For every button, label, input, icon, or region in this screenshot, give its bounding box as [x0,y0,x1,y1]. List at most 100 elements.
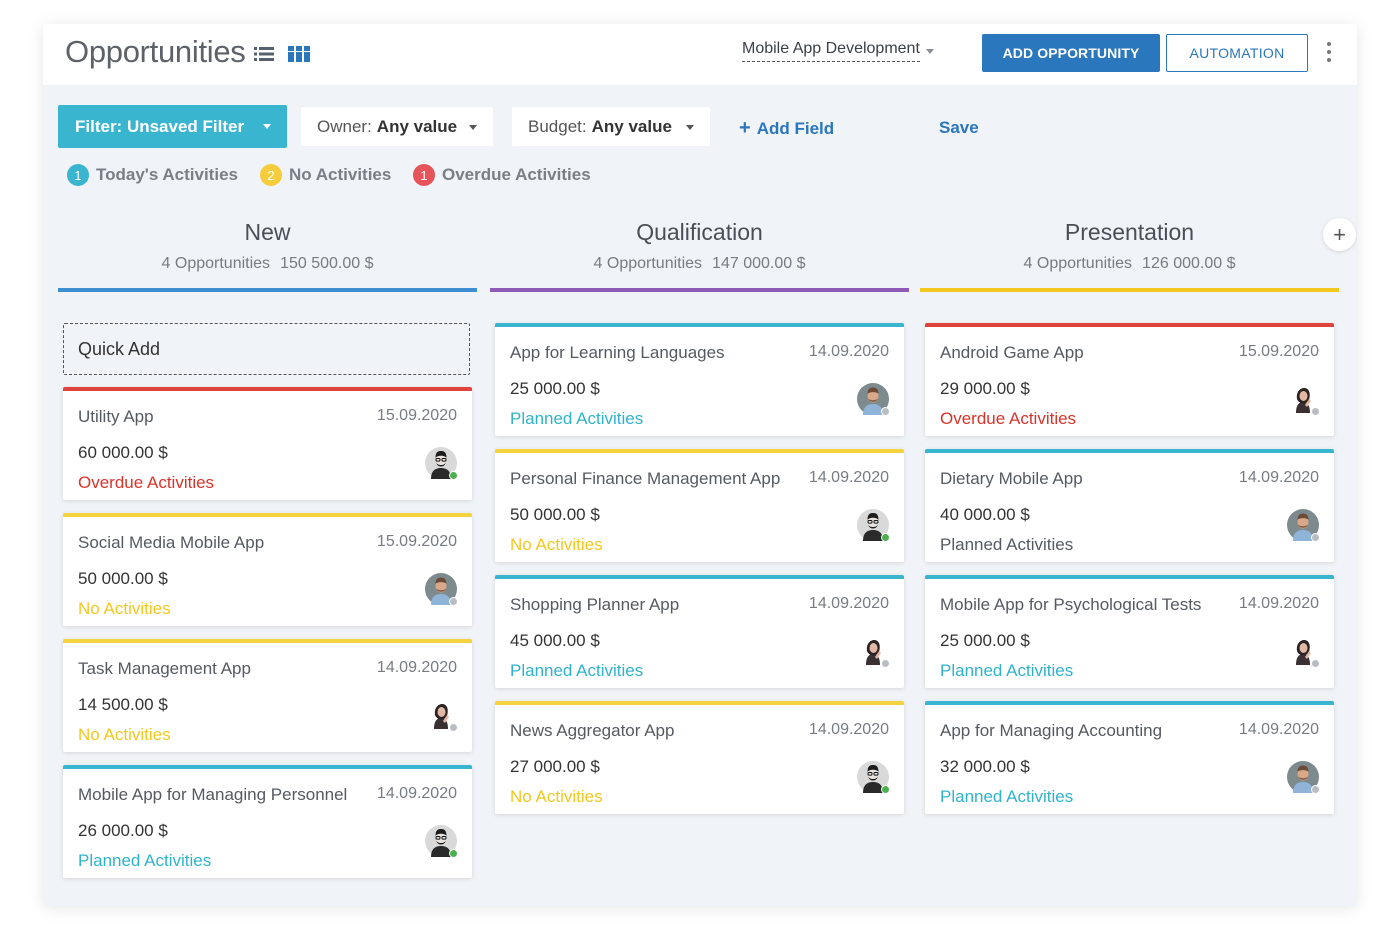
man-glasses-avatar[interactable] [425,447,458,480]
automation-button[interactable]: AUTOMATION [1166,34,1308,72]
man-beard-avatar[interactable] [1287,761,1320,794]
presence-indicator [881,659,890,668]
opportunity-card[interactable]: Mobile App for Managing Personnel 14.09.2… [63,765,472,878]
more-options-icon[interactable] [1322,42,1336,66]
man-glasses-avatar[interactable] [857,761,890,794]
man-beard-avatar[interactable] [1287,509,1320,542]
legend-label: Overdue Activities [442,165,591,184]
card-activity-status[interactable]: Planned Activities [940,661,1074,680]
man-beard-avatar[interactable] [425,573,458,606]
presence-indicator [449,723,458,732]
avatar-image [857,635,889,667]
card-activity-status[interactable]: No Activities [78,725,171,744]
card-activity-status[interactable]: Planned Activities [78,851,212,870]
card-title: Personal Finance Management App [510,469,781,488]
legend-overdue-activities[interactable]: 1 Overdue Activities [413,164,591,186]
add-opportunity-button[interactable]: ADD OPPORTUNITY [982,34,1160,72]
list-view-icon[interactable] [254,45,274,63]
avatar-image [425,699,457,731]
presence-indicator [881,533,890,542]
column-header: Qualification 4 Opportunities 147 000.00 … [490,216,909,292]
card-title: Android Game App [940,343,1084,362]
column-color-line [920,288,1339,292]
card-date: 14.09.2020 [808,343,889,360]
pipeline-select[interactable]: Mobile App Development [742,40,934,68]
card-activity-status[interactable]: Overdue Activities [78,473,215,492]
save-filter-button[interactable]: Save [939,118,979,137]
legend-todays-activities[interactable]: 1 Today's Activities [67,164,238,186]
woman-avatar[interactable] [425,699,458,732]
quick-add-input[interactable]: Quick Add [63,323,470,375]
column-count: 4 Opportunities [593,255,703,272]
card-title: Dietary Mobile App [940,469,1083,488]
legend-label: Today's Activities [96,165,238,184]
budget-filter-label: Budget: [528,116,587,136]
card-activity-status[interactable]: Planned Activities [940,787,1074,806]
column-color-line [490,288,909,292]
card-amount: 50 000.00 $ [78,569,168,588]
opportunity-card[interactable]: Utility App 15.09.2020 60 000.00 $ Overdue … [63,387,472,500]
opportunity-card[interactable]: News Aggregator App 14.09.2020 27 000.00 $… [495,701,904,814]
card-title: Mobile App for Psychological Tests [940,595,1202,614]
presence-indicator [881,785,890,794]
card-date: 14.09.2020 [808,721,889,738]
card-amount: 27 000.00 $ [510,757,600,776]
add-column-button[interactable]: + [1323,218,1356,251]
plus-icon: + [1333,221,1346,247]
avatar-image [857,761,889,793]
add-field-label: Add Field [756,119,835,138]
card-amount: 32 000.00 $ [940,757,1030,776]
budget-filter-dropdown[interactable]: Budget: Any value [512,107,710,146]
card-date: 14.09.2020 [808,595,889,612]
card-amount: 45 000.00 $ [510,631,600,650]
legend-no-activities[interactable]: 2 No Activities [260,164,391,186]
presence-indicator [1311,407,1320,416]
card-date: 15.09.2020 [376,407,457,424]
opportunity-card[interactable]: App for Learning Languages 14.09.2020 25 0… [495,323,904,436]
avatar-image [425,825,457,857]
kanban-view-icon[interactable] [288,45,310,63]
man-glasses-avatar[interactable] [857,509,890,542]
card-amount: 25 000.00 $ [940,631,1030,650]
card-activity-status[interactable]: No Activities [510,787,603,806]
card-date: 14.09.2020 [1238,469,1319,486]
man-glasses-avatar[interactable] [425,825,458,858]
opportunity-card[interactable]: Dietary Mobile App 14.09.2020 40 000.00 $ P… [925,449,1334,562]
man-beard-avatar[interactable] [857,383,890,416]
card-activity-status[interactable]: No Activities [78,599,171,618]
add-field-button[interactable]: + Add Field [739,117,834,140]
column-summary: 4 Opportunities 126 000.00 $ [920,255,1339,273]
card-title: App for Learning Languages [510,343,725,362]
column-qualification: Qualification 4 Opportunities 147 000.00 … [490,216,909,814]
card-title: Shopping Planner App [510,595,680,614]
card-activity-status[interactable]: Planned Activities [940,535,1074,554]
owner-filter-dropdown[interactable]: Owner: Any value [301,107,493,146]
presence-indicator [1311,659,1320,668]
filter-button-label: Filter: Unsaved Filter [75,116,245,136]
filter-button[interactable]: Filter: Unsaved Filter [58,105,287,148]
column-count: 4 Opportunities [161,255,271,272]
card-activity-status[interactable]: No Activities [510,535,603,554]
card-activity-status[interactable]: Planned Activities [510,409,644,428]
column-color-line [58,288,477,292]
woman-avatar[interactable] [857,635,890,668]
avatar-image [1287,509,1319,541]
opportunity-card[interactable]: App for Managing Accounting 14.09.2020 32 … [925,701,1334,814]
opportunity-card[interactable]: Task Management App 14.09.2020 14 500.00 $… [63,639,472,752]
woman-avatar[interactable] [1287,635,1320,668]
column-new: New 4 Opportunities 150 500.00 $ Quick Ad… [58,216,477,878]
opportunity-card[interactable]: Personal Finance Management App 14.09.202… [495,449,904,562]
opportunity-card[interactable]: Shopping Planner App 14.09.2020 45 000.00 … [495,575,904,688]
card-activity-status[interactable]: Planned Activities [510,661,644,680]
column-total: 147 000.00 $ [712,255,806,272]
opportunity-card[interactable]: Mobile App for Psychological Tests 14.09.… [925,575,1334,688]
opportunity-card[interactable]: Android Game App 15.09.2020 29 000.00 $ Ove… [925,323,1334,436]
avatar-image [1287,635,1319,667]
column-summary: 4 Opportunities 150 500.00 $ [58,255,477,273]
card-title: Social Media Mobile App [78,533,265,552]
card-activity-status[interactable]: Overdue Activities [940,409,1077,428]
opportunity-card[interactable]: Social Media Mobile App 15.09.2020 50 000.… [63,513,472,626]
column-title: Qualification [636,219,763,245]
woman-avatar[interactable] [1287,383,1320,416]
card-amount: 40 000.00 $ [940,505,1030,524]
